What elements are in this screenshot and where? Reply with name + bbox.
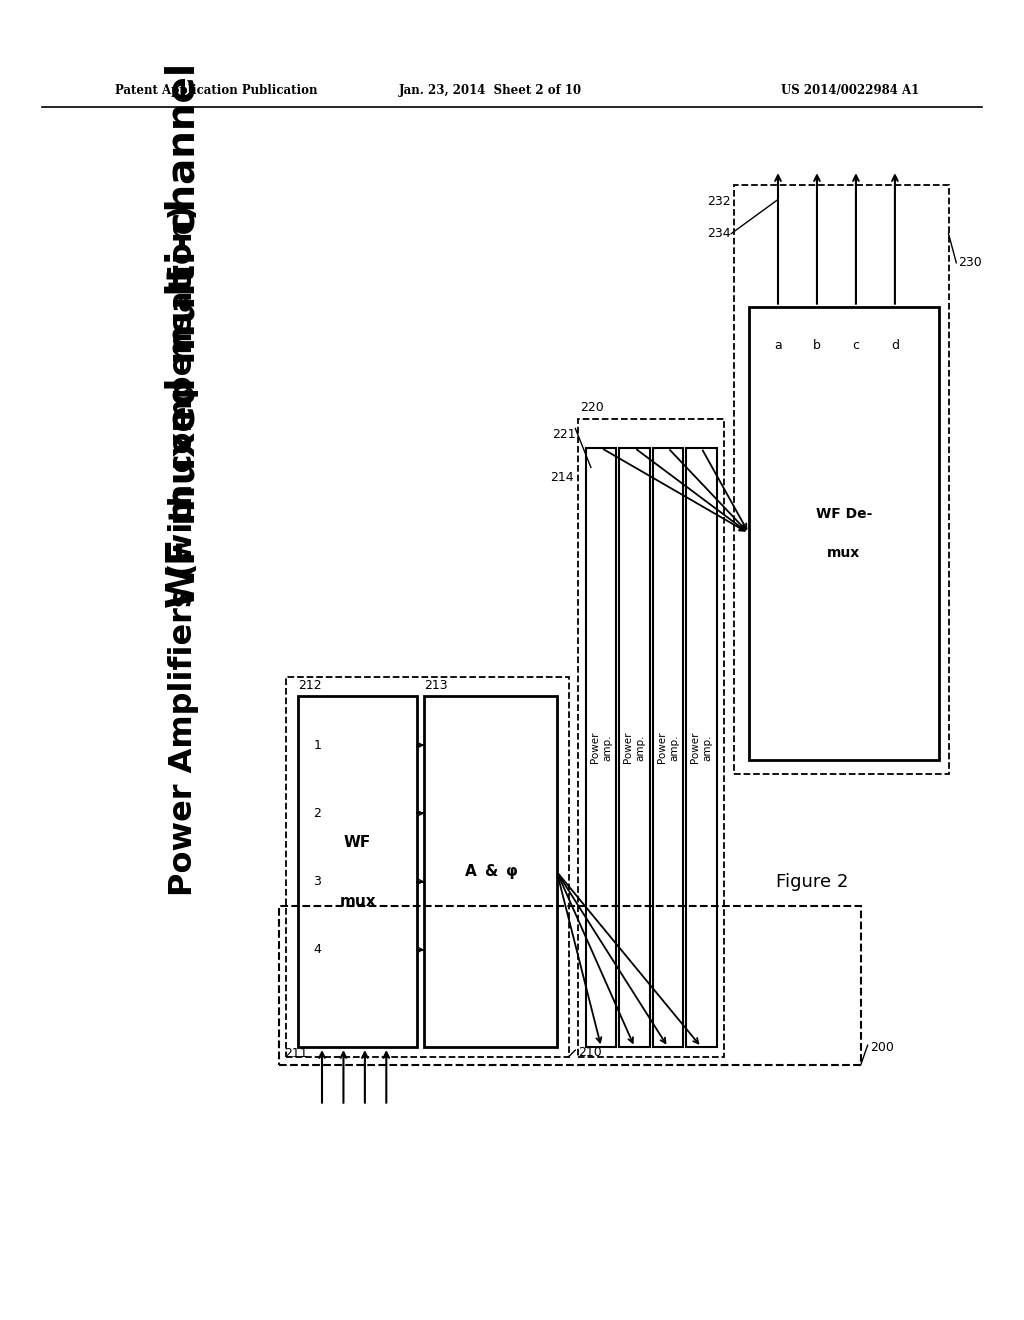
Text: 234: 234 — [708, 227, 731, 240]
Text: Jan. 23, 2014  Sheet 2 of 10: Jan. 23, 2014 Sheet 2 of 10 — [399, 84, 582, 96]
Text: b: b — [813, 339, 821, 352]
Text: 214: 214 — [550, 471, 573, 483]
Text: A: A — [465, 865, 477, 879]
Text: φ: φ — [506, 865, 518, 879]
Bar — [424, 697, 557, 1047]
Text: Power
amp.: Power amp. — [624, 731, 646, 763]
Bar — [298, 697, 418, 1047]
Text: d: d — [891, 339, 899, 352]
Text: Figure 2: Figure 2 — [776, 873, 848, 891]
Text: 211: 211 — [284, 1047, 307, 1060]
Text: 4: 4 — [313, 944, 322, 956]
Text: 200: 200 — [870, 1040, 894, 1053]
Text: mux: mux — [339, 894, 376, 908]
Text: a: a — [774, 339, 782, 352]
Text: WF muxed multi-channel: WF muxed multi-channel — [165, 63, 203, 609]
Bar — [749, 306, 939, 760]
Bar — [686, 447, 717, 1047]
Text: 230: 230 — [958, 256, 982, 269]
Text: 3: 3 — [313, 875, 322, 888]
Bar — [620, 447, 650, 1047]
Text: Power
amp.: Power amp. — [656, 731, 679, 763]
Bar — [652, 447, 683, 1047]
Text: Power
amp.: Power amp. — [590, 731, 612, 763]
Text: Power Amplifiers (with compensation): Power Amplifiers (with compensation) — [168, 205, 199, 896]
Bar — [734, 185, 948, 775]
Text: 212: 212 — [298, 678, 322, 692]
Bar — [286, 677, 568, 1057]
Text: 213: 213 — [424, 678, 447, 692]
Text: US 2014/0022984 A1: US 2014/0022984 A1 — [781, 84, 920, 96]
Text: 232: 232 — [708, 194, 731, 207]
Bar — [579, 418, 724, 1057]
Text: 210: 210 — [579, 1045, 602, 1059]
Bar — [280, 906, 861, 1065]
Text: Patent Application Publication: Patent Application Publication — [116, 84, 317, 96]
Text: mux: mux — [827, 545, 860, 560]
Text: Power
amp.: Power amp. — [690, 731, 713, 763]
Text: WF De-: WF De- — [815, 507, 872, 520]
Text: 221: 221 — [552, 429, 575, 441]
Bar — [586, 447, 616, 1047]
Text: &: & — [484, 865, 498, 879]
Text: 220: 220 — [581, 401, 604, 414]
Text: 2: 2 — [313, 807, 322, 820]
Text: WF: WF — [344, 836, 371, 850]
Text: 1: 1 — [313, 739, 322, 751]
Text: c: c — [852, 339, 859, 352]
